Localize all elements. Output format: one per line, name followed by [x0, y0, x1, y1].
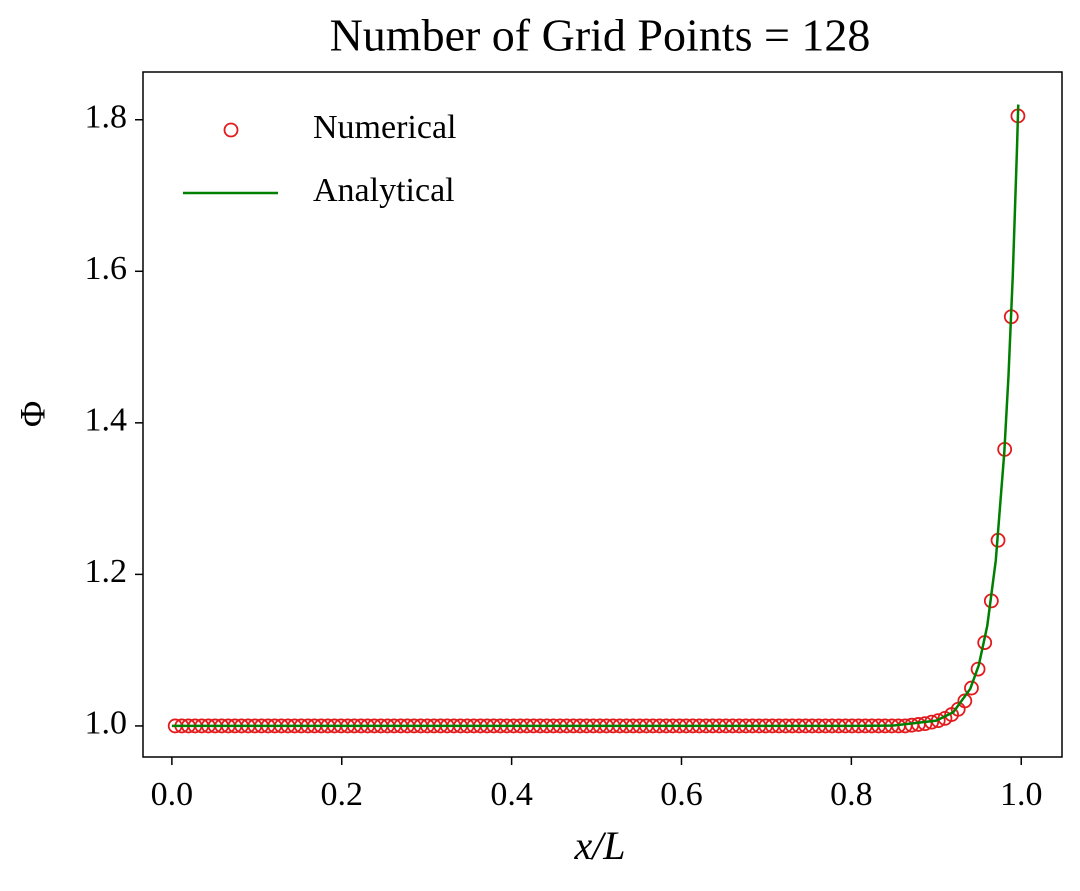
x-tick-label: 0.6 [660, 776, 703, 813]
chart-title: Number of Grid Points = 128 [330, 10, 871, 61]
x-tick-label: 0.2 [320, 776, 363, 813]
y-tick-label: 1.0 [85, 705, 128, 742]
plot-frame [142, 71, 1063, 758]
data-line [171, 104, 1020, 728]
x-tick-label: 0.0 [151, 776, 194, 813]
y-tick-label: 1.4 [85, 402, 128, 439]
x-tick-label: 0.8 [830, 776, 873, 813]
y-tick-label: 1.8 [85, 99, 128, 136]
y-tick-label: 1.6 [85, 250, 128, 287]
x-tick-label: 1.0 [1000, 776, 1043, 813]
y-axis-label: Φ [12, 401, 52, 427]
x-axis-label: x/L [573, 823, 625, 868]
data-point [964, 680, 979, 696]
legend-label: Numerical [313, 109, 457, 146]
legend-marker [223, 122, 239, 138]
y-tick-label: 1.2 [85, 553, 128, 590]
x-tick-label: 0.4 [490, 776, 533, 813]
legend-label: Analytical [313, 172, 455, 209]
